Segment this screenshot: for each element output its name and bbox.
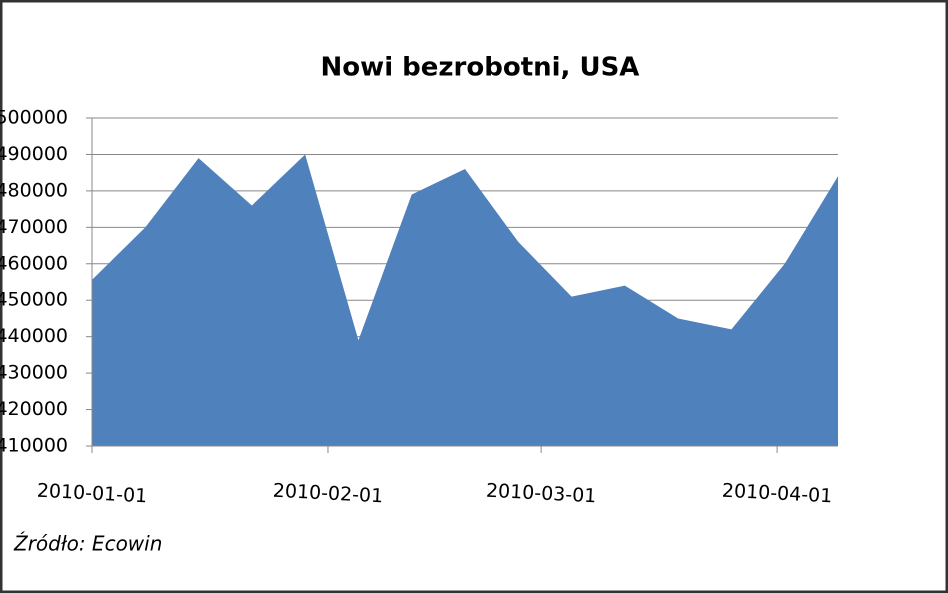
area [92,154,838,446]
y-tick-label: 480000 [0,179,68,201]
y-tick-label: 470000 [0,216,68,238]
y-tick-label: 490000 [0,143,68,165]
source: Źródło: Ecowin [13,532,162,556]
y-tick-label: 410000 [0,435,68,457]
y-tick-label: 500000 [0,107,68,129]
y-tick-label: 420000 [0,398,68,420]
y-tick-label: 460000 [0,252,68,274]
y-tick-label: 450000 [0,289,68,311]
chart-title: Nowi bezrobotni, USA [321,53,640,83]
y-tick-label: 440000 [0,325,68,347]
y-tick-label: 430000 [0,362,68,384]
